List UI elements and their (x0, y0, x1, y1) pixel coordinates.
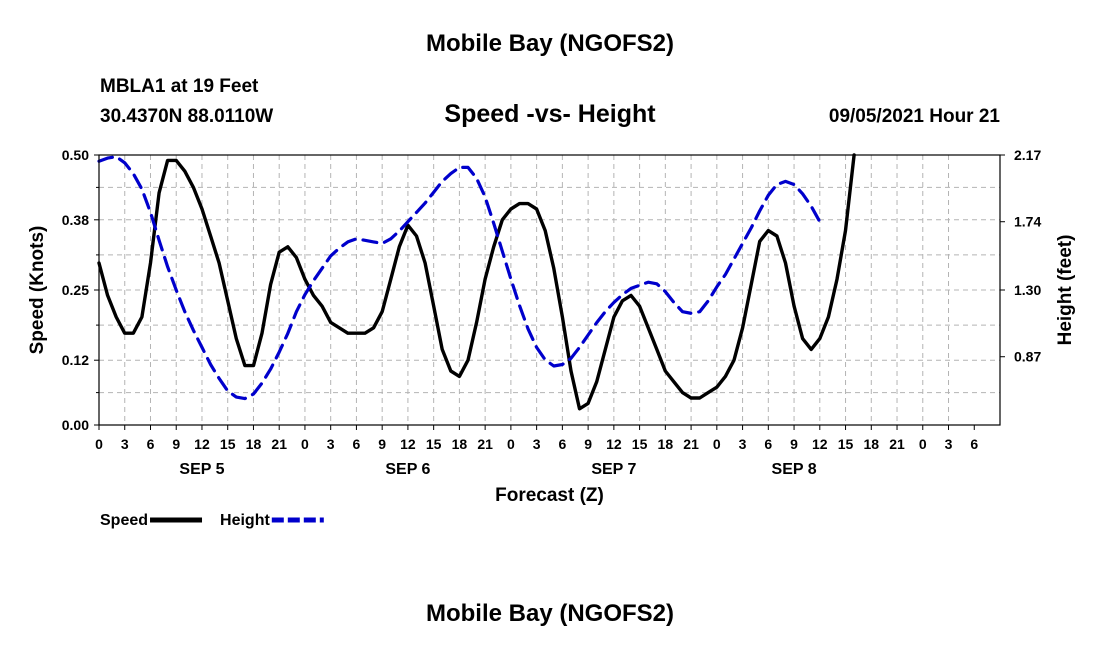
x-tick-label: 9 (790, 436, 798, 452)
plot-title: Speed -vs- Height (444, 100, 656, 128)
x-tick-label: 0 (301, 436, 309, 452)
x-tick-label: 0 (713, 436, 721, 452)
x-axis-label: Forecast (Z) (495, 485, 604, 506)
legend-label: Height (220, 512, 270, 529)
y-tick-label: 0.25 (62, 282, 89, 298)
x-tick-label: 9 (584, 436, 592, 452)
day-label: SEP 8 (772, 461, 817, 478)
x-tick-label: 0 (507, 436, 515, 452)
y-tick-label: 0.12 (62, 352, 89, 368)
legend-label: Speed (100, 512, 148, 529)
x-tick-label: 9 (378, 436, 386, 452)
day-label: SEP 7 (591, 461, 636, 478)
x-tick-label: 3 (739, 436, 747, 452)
x-tick-label: 21 (477, 436, 493, 452)
y2-tick-label: 1.30 (1014, 282, 1041, 298)
footer-title: Mobile Bay (NGOFS2) (425, 600, 675, 627)
station-label: MBLA1 at 19 Feet (100, 76, 259, 97)
y-tick-label: 0.38 (62, 212, 89, 228)
x-tick-label: 3 (327, 436, 335, 452)
x-tick-label: 3 (945, 436, 953, 452)
y-axis-label: Speed (Knots) (27, 226, 48, 355)
speed-series-line (97, 153, 856, 411)
x-tick-label: 15 (632, 436, 648, 452)
x-tick-label: 18 (246, 436, 262, 452)
x-tick-label: 3 (533, 436, 541, 452)
x-tick-label: 18 (863, 436, 879, 452)
coordinates-label: 30.4370N 88.0110W (100, 106, 274, 127)
forecast-timestamp: 09/05/2021 Hour 21 (828, 106, 1000, 127)
y-tick-label: 0.50 (62, 147, 89, 163)
legend: Speed Height (100, 512, 324, 529)
x-tick-label: 0 (919, 436, 927, 452)
x-tick-label: 6 (353, 436, 361, 452)
x-tick-label: 0 (95, 436, 103, 452)
x-tick-label: 6 (147, 436, 155, 452)
day-label: SEP 5 (179, 461, 224, 478)
x-tick-label: 12 (400, 436, 416, 452)
height-series-line (97, 155, 822, 401)
y2-tick-label: 1.74 (1014, 214, 1041, 230)
series-layer (97, 153, 856, 411)
x-tick-label: 15 (220, 436, 236, 452)
x-tick-label: 9 (172, 436, 180, 452)
x-tick-label: 3 (121, 436, 129, 452)
x-tick-label: 21 (683, 436, 699, 452)
x-tick-label: 6 (764, 436, 772, 452)
x-tick-label: 12 (606, 436, 622, 452)
x-tick-label: 18 (658, 436, 674, 452)
day-label: SEP 6 (385, 461, 430, 478)
x-tick-label: 15 (838, 436, 854, 452)
x-tick-label: 12 (812, 436, 828, 452)
y2-axis-label: Height (feet) (1055, 235, 1076, 346)
x-tick-label: 12 (194, 436, 210, 452)
x-tick-label: 18 (452, 436, 468, 452)
x-tick-label: 21 (889, 436, 905, 452)
x-tick-label: 6 (558, 436, 566, 452)
x-tick-label: 15 (426, 436, 442, 452)
y2-tick-label: 2.17 (1014, 147, 1041, 163)
page-title: Mobile Bay (NGOFS2) (425, 30, 675, 57)
y-tick-label: 0.00 (62, 417, 89, 433)
x-tick-label: 21 (271, 436, 287, 452)
y2-tick-label: 0.87 (1014, 349, 1041, 365)
plot-frame (98, 154, 1001, 426)
x-tick-label: 6 (970, 436, 978, 452)
axes-layer: 0 3 6 9 12 15 18 21 0 3 6 9 12 15 18 21 0 3 6 9 12 15 18 21 0 3 6 9… (62, 147, 1042, 478)
grid-layer (99, 155, 1000, 425)
